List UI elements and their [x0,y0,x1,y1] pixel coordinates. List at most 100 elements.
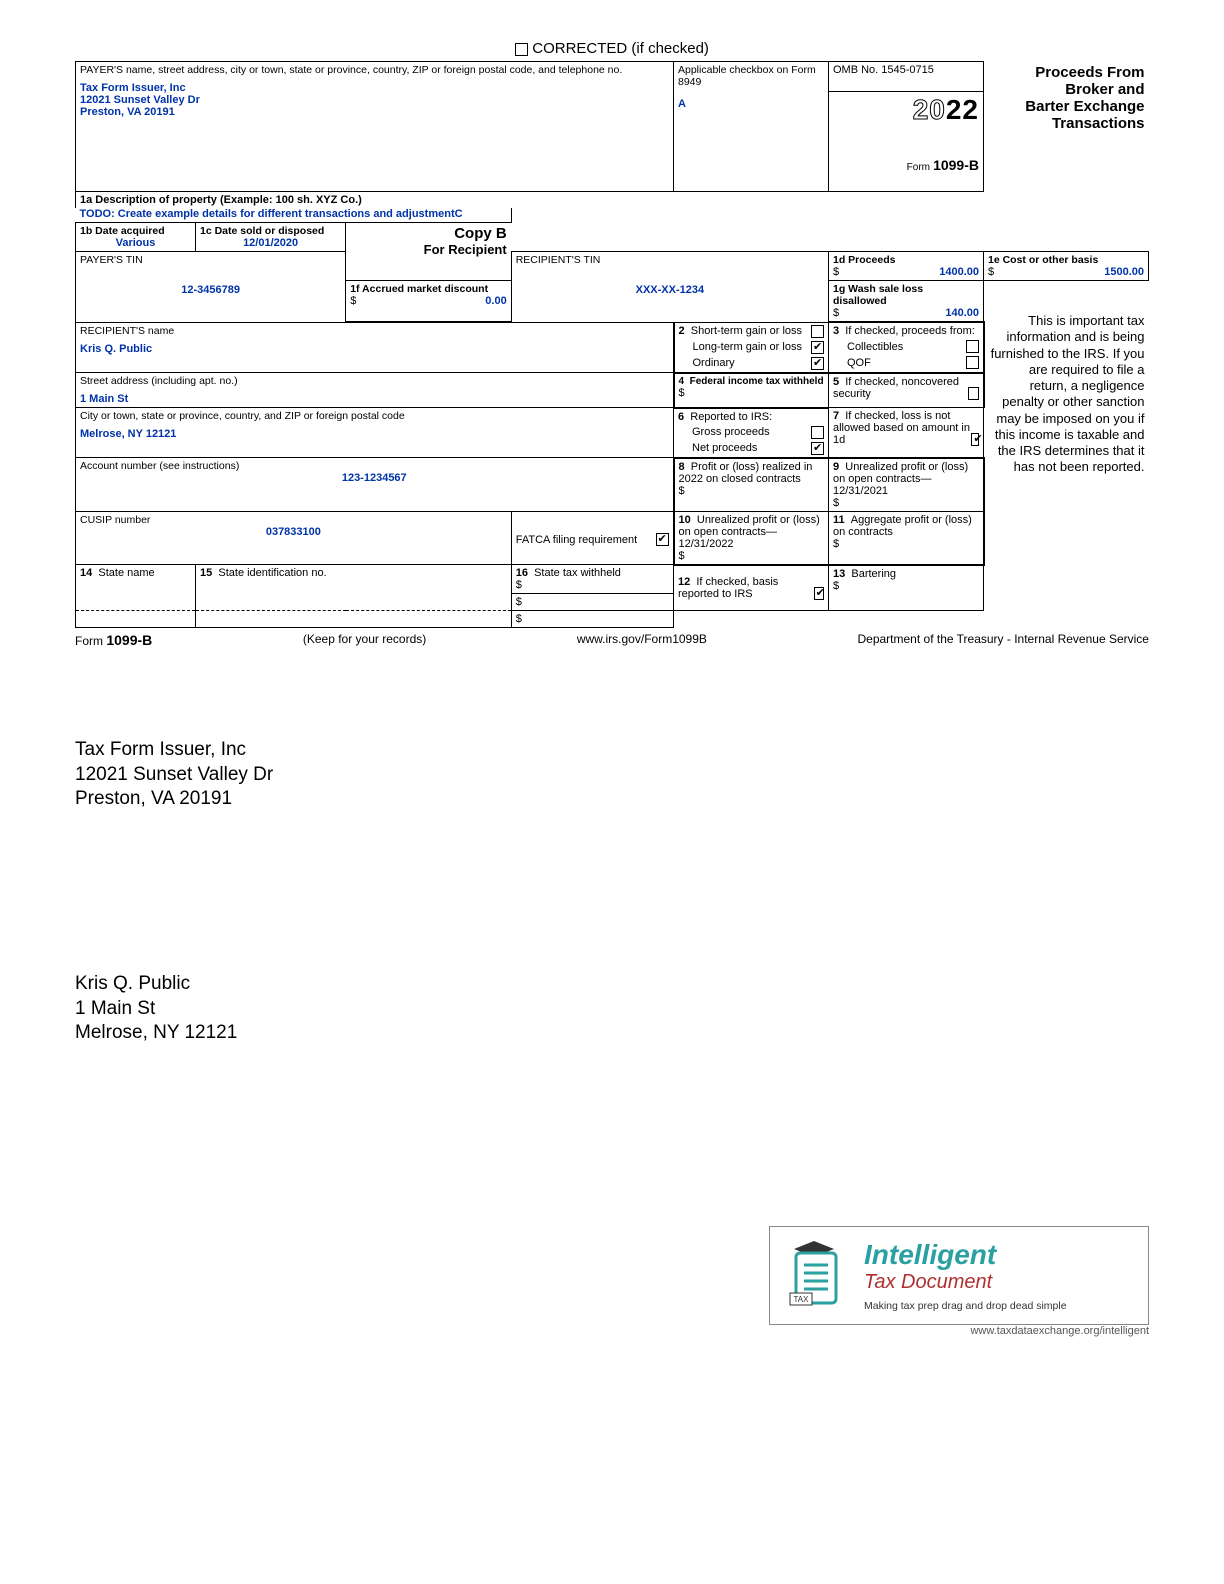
box-2-short-label: Short-term gain or loss [691,325,802,337]
logo-box: TAX Intelligent Tax Document Making tax … [769,1226,1149,1325]
box-6-net-label: Net proceeds [678,442,757,454]
footer-form-number: 1099-B [106,632,152,648]
title-l1: Proceeds From [988,64,1145,81]
account-value: 123-1234567 [80,472,669,484]
box-9-label: Unrealized profit or (loss) on open cont… [833,461,968,497]
corrected-row: CORRECTED (if checked) [75,40,1149,57]
street-label: Street address (including apt. no.) [80,375,669,387]
box-2-ord-checkbox[interactable] [811,357,824,370]
payer-street: 12021 Sunset Valley Dr [80,94,669,106]
dollar-sign: $ [516,613,522,625]
box-3-coll-label: Collectibles [833,341,903,353]
footer-dept: Department of the Treasury - Internal Re… [857,632,1148,648]
box-5-num: 5 [833,376,839,388]
box-5-label: If checked, noncovered security [833,376,959,400]
box-11-num: 11 [833,514,845,526]
box-12-label: If checked, basis reported to IRS [678,576,778,600]
corrected-label: CORRECTED (if checked) [532,40,709,57]
box-1f-label: 1f Accrued market discount [350,283,488,295]
fatca-label: FATCA filing requirement [516,534,637,546]
footer-keep: (Keep for your records) [303,632,426,648]
title-l4: Transactions [988,115,1145,132]
dollar-sign: $ [833,307,839,319]
mail-payer-name: Tax Form Issuer, Inc [75,738,1149,763]
box-2-short-checkbox[interactable] [811,325,824,338]
dollar-sign: $ [833,266,839,278]
box-1d-label: 1d Proceeds [833,254,895,266]
dollar-sign: $ [679,387,685,399]
payer-tin: 12-3456789 [80,284,341,296]
footer-url: www.irs.gov/Form1099B [577,632,707,648]
box-11-label: Aggregate profit or (loss) on contracts [833,514,972,538]
box-1c-label: 1c Date sold or disposed [200,225,324,237]
recipient-street: 1 Main St [80,393,669,405]
box-12-checkbox[interactable] [814,587,824,600]
box-1g-label: 1g Wash sale loss disallowed [833,283,923,307]
box-6-net-checkbox[interactable] [811,442,824,455]
box-10-label: Unrealized profit or (loss) on open cont… [679,514,820,550]
payer-mail-block: Tax Form Issuer, Inc 12021 Sunset Valley… [75,738,1149,812]
box-14-label: State name [98,567,154,579]
dollar-sign: $ [833,497,839,509]
box-3-qof-checkbox[interactable] [966,356,979,369]
box-4-label: Federal income tax withheld [690,376,824,387]
recipient-name-label: RECIPIENT'S name [80,325,669,337]
box-6-gross-label: Gross proceeds [678,426,770,438]
form-footer: Form 1099-B (Keep for your records) www.… [75,632,1149,648]
city-label: City or town, state or province, country… [80,410,669,422]
form-number: 1099-B [933,157,979,173]
box-6-label: Reported to IRS: [690,411,772,423]
box-8949-value: A [678,98,824,110]
box-7-label: If checked, loss is not allowed based on… [833,410,970,446]
box-3-coll-checkbox[interactable] [966,340,979,353]
box-13-label: Bartering [851,568,896,580]
payer-header: PAYER'S name, street address, city or to… [80,64,669,76]
fatca-checkbox[interactable] [656,533,669,546]
title-l3: Barter Exchange [988,98,1145,115]
box-15-num: 15 [200,567,212,579]
box-1e-label: 1e Cost or other basis [988,254,1098,266]
recipient-mail-block: Kris Q. Public 1 Main St Melrose, NY 121… [75,972,1149,1046]
box-1a-label: 1a Description of property (Example: 100… [80,194,362,206]
box-8949-label: Applicable checkbox on Form 8949 [678,64,824,88]
box-8-label: Profit or (loss) realized in 2022 on clo… [679,461,813,485]
mail-payer-street: 12021 Sunset Valley Dr [75,763,1149,788]
svg-text:TAX: TAX [794,1295,810,1304]
box-1d-value: 1400.00 [939,266,979,278]
title-l2: Broker and [988,81,1145,98]
mail-recipient-name: Kris Q. Public [75,972,1149,997]
box-2-num: 2 [679,325,685,337]
corrected-checkbox[interactable] [515,43,528,56]
box-6-num: 6 [678,411,684,423]
box-16-num: 16 [516,567,528,579]
box-7-num: 7 [833,410,839,422]
logo-title: Intelligent [864,1239,1067,1271]
copy-b: Copy B [350,225,507,242]
payer-tin-label: PAYER'S TIN [80,254,341,266]
dollar-sign: $ [679,550,685,562]
box-1g-value: 140.00 [945,307,979,319]
box-4-num: 4 [679,376,685,387]
recipient-name: Kris Q. Public [80,343,669,355]
logo-url: www.taxdataexchange.org/intelligent [75,1325,1149,1337]
tax-year: 20202222 [913,94,979,125]
dollar-sign: $ [679,485,685,497]
dollar-sign: $ [833,538,839,550]
mail-payer-city: Preston, VA 20191 [75,787,1149,812]
logo-tagline: Making tax prep drag and drop dead simpl… [864,1300,1067,1312]
cusip-value: 037833100 [80,526,507,538]
box-3-num: 3 [833,325,839,337]
payer-name: Tax Form Issuer, Inc [80,82,669,94]
box-5-checkbox[interactable] [968,387,979,400]
box-9-num: 9 [833,461,839,473]
box-2-long-checkbox[interactable] [811,341,824,354]
form-1099b-table: PAYER'S name, street address, city or to… [75,61,1149,628]
dollar-sign: $ [516,579,669,591]
box-7-checkbox[interactable] [971,433,979,446]
box-10-num: 10 [679,514,691,526]
box-1c-value: 12/01/2020 [200,237,341,249]
box-6-gross-checkbox[interactable] [811,426,824,439]
box-2-long-label: Long-term gain or loss [679,341,802,353]
mail-recipient-street: 1 Main St [75,997,1149,1022]
cusip-label: CUSIP number [80,514,507,526]
